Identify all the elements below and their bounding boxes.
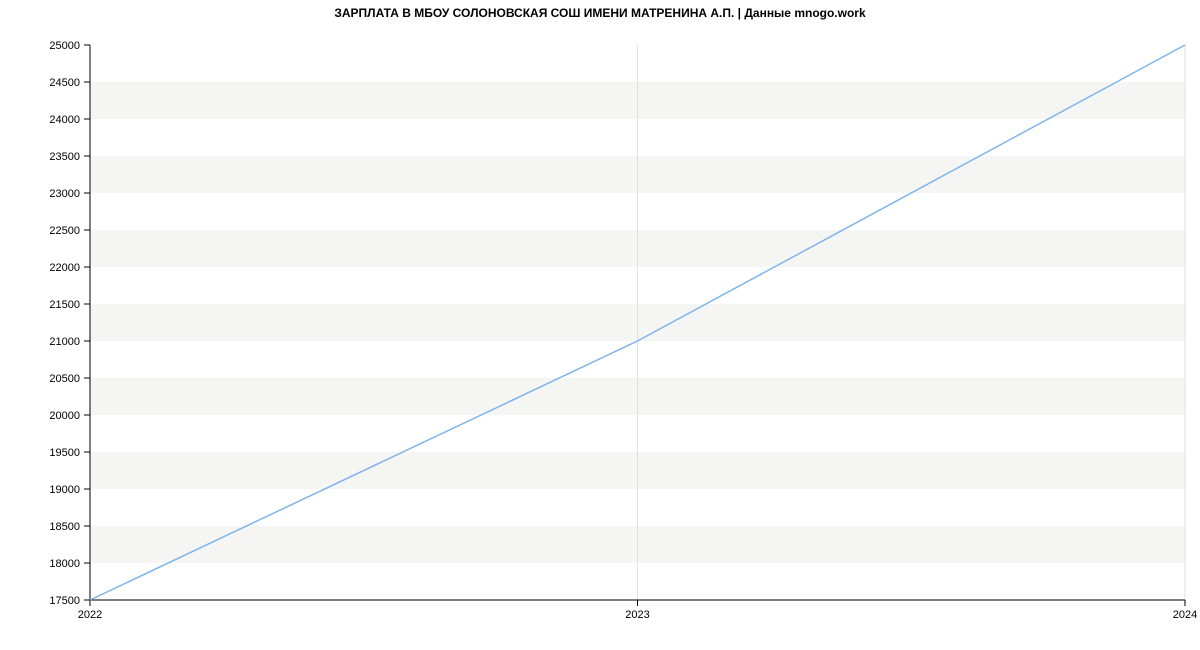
- x-tick-label: 2022: [78, 609, 102, 621]
- y-tick-label: 18000: [49, 558, 80, 570]
- y-tick-label: 24000: [49, 114, 80, 126]
- y-tick-label: 22500: [49, 225, 80, 237]
- y-tick-label: 17500: [49, 595, 80, 607]
- y-tick-label: 20500: [49, 373, 80, 385]
- y-tick-label: 25000: [49, 40, 80, 52]
- x-tick-label: 2024: [1173, 609, 1197, 621]
- y-tick-label: 21000: [49, 336, 80, 348]
- y-tick-label: 18500: [49, 521, 80, 533]
- chart-svg: 17500 18000 18500 19000 19500 20000 20500 21000…: [0, 0, 1200, 650]
- y-tick-label: 23500: [49, 151, 80, 163]
- x-tick-label: 2023: [625, 609, 649, 621]
- y-tick-label: 24500: [49, 77, 80, 89]
- y-tick-label: 19500: [49, 447, 80, 459]
- y-tick-label: 19000: [49, 484, 80, 496]
- chart-container: ЗАРПЛАТА В МБОУ СОЛОНОВСКАЯ СОШ ИМЕНИ МА…: [0, 0, 1200, 650]
- y-tick-label: 23000: [49, 188, 80, 200]
- y-tick-label: 22000: [49, 262, 80, 274]
- y-tick-label: 20000: [49, 410, 80, 422]
- y-tick-label: 21500: [49, 299, 80, 311]
